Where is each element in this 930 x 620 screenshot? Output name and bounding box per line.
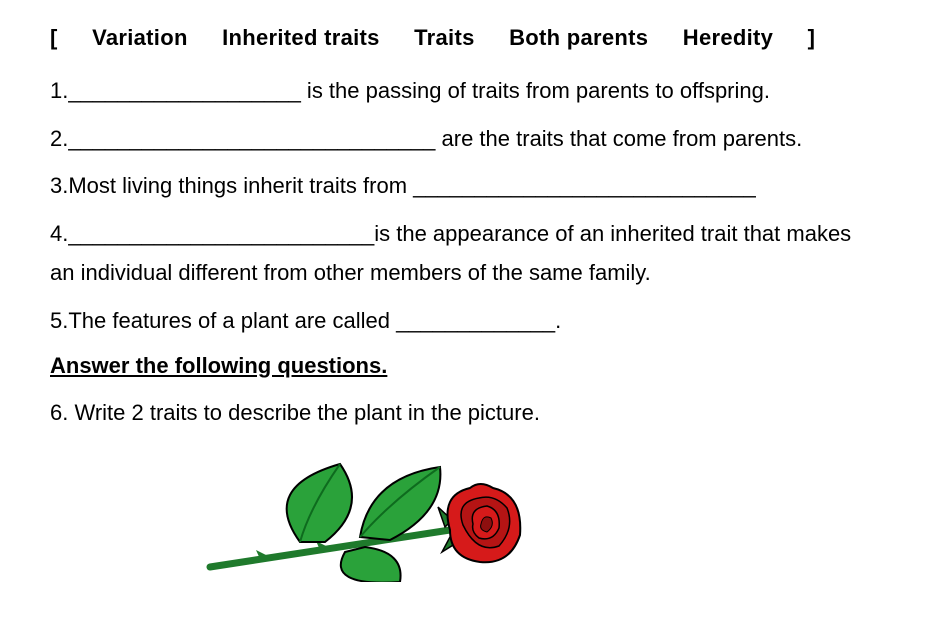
rose-icon — [190, 452, 550, 582]
question-1: 1.___________________ is the passing of … — [50, 71, 880, 111]
section-title: Answer the following questions. — [50, 353, 880, 379]
word-bank-item: Both parents — [509, 25, 648, 50]
word-bank-item: Inherited traits — [222, 25, 380, 50]
word-bank-item: Heredity — [683, 25, 773, 50]
bracket-open: [ — [50, 25, 58, 50]
word-bank-item: Traits — [414, 25, 475, 50]
word-bank: [ Variation Inherited traits Traits Both… — [50, 25, 880, 51]
word-bank-item: Variation — [92, 25, 188, 50]
bracket-close: ] — [808, 25, 816, 50]
rose-illustration — [50, 452, 880, 587]
question-3: 3.Most living things inherit traits from… — [50, 166, 880, 206]
question-2: 2.______________________________ are the… — [50, 119, 880, 159]
question-4: 4._________________________is the appear… — [50, 214, 880, 293]
question-6: 6. Write 2 traits to describe the plant … — [50, 393, 880, 433]
question-5: 5.The features of a plant are called ___… — [50, 301, 880, 341]
